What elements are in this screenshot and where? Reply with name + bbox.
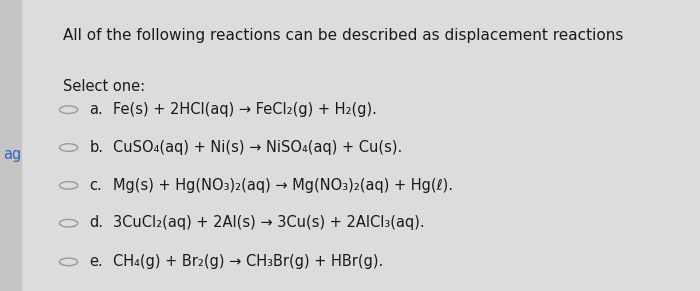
Text: c.: c. [90,178,102,193]
Text: CuSO₄(aq) + Ni(s) → NiSO₄(aq) + Cu(s).: CuSO₄(aq) + Ni(s) → NiSO₄(aq) + Cu(s). [113,140,402,155]
Text: 3CuCl₂(aq) + 2Al(s) → 3Cu(s) + 2AlCl₃(aq).: 3CuCl₂(aq) + 2Al(s) → 3Cu(s) + 2AlCl₃(aq… [113,215,425,230]
Bar [0,0,21,291]
Text: ag: ag [4,147,22,162]
Text: CH₄(g) + Br₂(g) → CH₃Br(g) + HBr(g).: CH₄(g) + Br₂(g) → CH₃Br(g) + HBr(g). [113,254,384,269]
Text: Mg(s) + Hg(NO₃)₂(aq) → Mg(NO₃)₂(aq) + Hg(ℓ).: Mg(s) + Hg(NO₃)₂(aq) → Mg(NO₃)₂(aq) + Hg… [113,178,454,193]
Text: Fe(s) + 2HCl(aq) → FeCl₂(g) + H₂(g).: Fe(s) + 2HCl(aq) → FeCl₂(g) + H₂(g). [113,102,377,117]
Text: a.: a. [90,102,104,117]
Text: All of the following reactions can be described as displacement reactions: All of the following reactions can be de… [63,28,629,43]
Text: Select one:: Select one: [63,79,145,94]
Text: b.: b. [90,140,104,155]
Text: d.: d. [90,215,104,230]
Text: e.: e. [90,254,104,269]
